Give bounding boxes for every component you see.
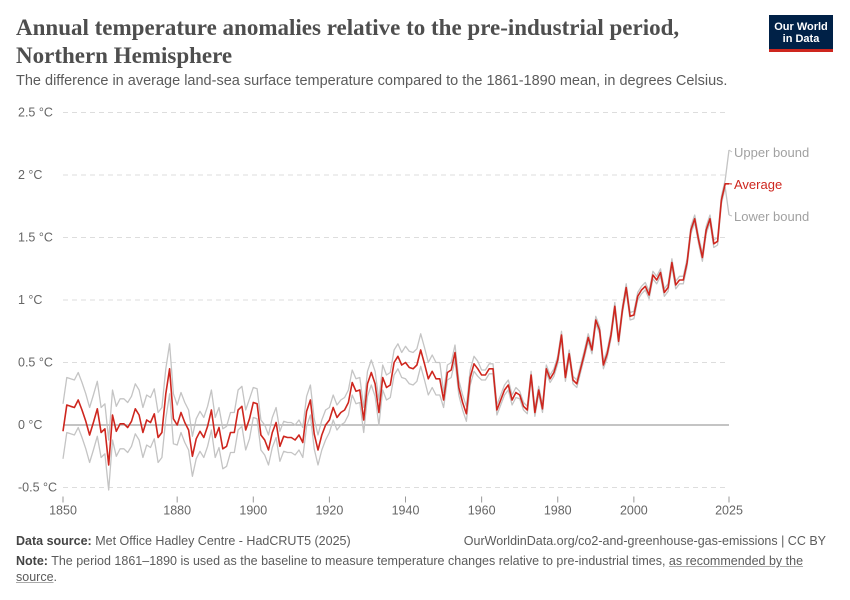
chart-url[interactable]: OurWorldinData.org/co2-and-greenhouse-ga…: [463, 534, 826, 548]
source-link[interactable]: as recommended by the source: [16, 554, 804, 584]
y-tick-label: 1.5 °C: [18, 231, 53, 245]
y-tick-label: 2 °C: [18, 168, 42, 182]
note: Note: The period 1861–1890 is used as th…: [16, 553, 816, 585]
source-label: Data source:: [16, 534, 92, 548]
x-tick-label: 1880: [163, 504, 191, 518]
x-tick-label: 2025: [715, 504, 743, 518]
note-end: .: [53, 570, 58, 584]
series-line-average: [62, 183, 729, 466]
owid-logo[interactable]: Our World in Data: [769, 15, 833, 52]
series-line-upper-bound: [62, 149, 730, 441]
y-tick-label: 1 °C: [18, 293, 42, 307]
series-line-lower-bound: [62, 186, 730, 491]
chart-subtitle: The difference in average land-sea surfa…: [16, 73, 728, 89]
y-tick-label: 0.5 °C: [18, 356, 53, 370]
label-connector: [728, 214, 733, 217]
x-tick-label: 1850: [49, 504, 77, 518]
x-tick-label: 1980: [544, 504, 572, 518]
x-tick-label: 1900: [239, 504, 267, 518]
note-text: The period 1861–1890 is used as the base…: [51, 554, 669, 568]
x-tick-label: 2000: [620, 504, 648, 518]
data-source: Data source: Met Office Hadley Centre - …: [16, 534, 351, 548]
x-tick-label: 1940: [392, 504, 420, 518]
series-label: Lower bound: [734, 209, 809, 224]
source-text: Met Office Hadley Centre - HadCRUT5 (202…: [95, 534, 351, 548]
y-tick-label: 0 °C: [18, 418, 42, 432]
x-tick-label: 1960: [468, 504, 496, 518]
label-connector: [728, 149, 733, 153]
note-label: Note:: [16, 554, 48, 568]
x-tick-label: 1920: [315, 504, 343, 518]
series-label: Average: [734, 177, 782, 192]
y-tick-label: 2.5 °C: [18, 106, 53, 120]
y-tick-label: -0.5 °C: [18, 481, 57, 495]
series-label: Upper bound: [734, 145, 809, 160]
chart-title: Annual temperature anomalies relative to…: [16, 15, 680, 68]
